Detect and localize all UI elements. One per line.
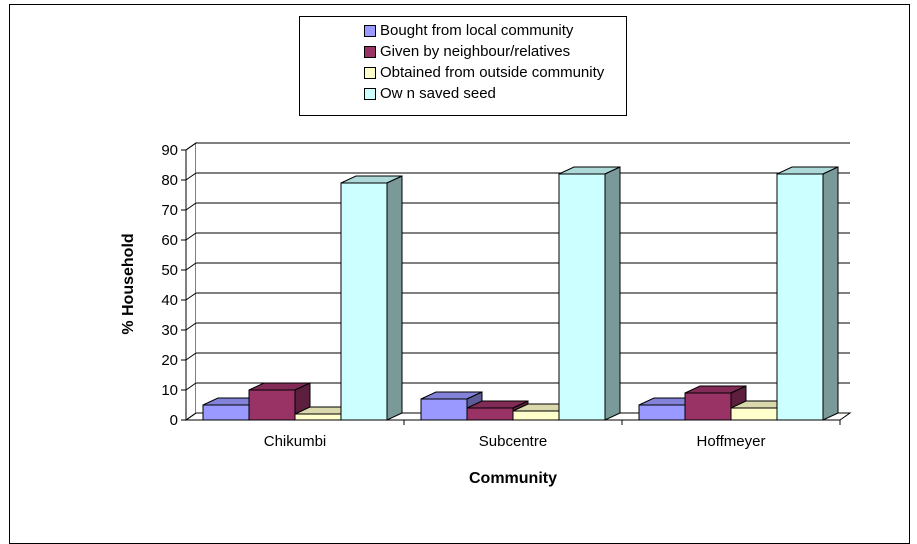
bar-chart: 0 10 20 30 40 50 60 70 80 90 Chikumbi Subcentre Hof… [120, 142, 852, 487]
legend-swatch [364, 45, 376, 58]
bar-front [684, 392, 732, 421]
gridline [185, 142, 850, 151]
legend-item: Ow n saved seed [300, 83, 626, 104]
gridline [185, 352, 850, 361]
y-axis-label: % Household [120, 233, 137, 334]
x-tick-label: Subcentre [479, 433, 547, 450]
bar-front [558, 173, 606, 421]
legend-item: Obtained from outside community [300, 62, 626, 83]
bar-front [248, 389, 296, 421]
bar-front [638, 404, 686, 421]
bar [420, 391, 483, 421]
gridline [185, 412, 850, 421]
bar-front [340, 182, 388, 421]
y-tick-labels: 0 10 20 30 40 50 60 70 80 90 [161, 142, 178, 429]
legend-swatch [364, 87, 376, 100]
bars [202, 166, 839, 421]
bar-side [386, 175, 403, 421]
legend-label: Obtained from outside community [380, 64, 605, 81]
y-tick-label: 70 [161, 202, 178, 219]
legend-label: Ow n saved seed [380, 85, 496, 102]
x-axis-label: Community [469, 470, 557, 487]
bar-front [420, 398, 468, 421]
y-tick-label: 0 [170, 412, 178, 429]
bar-front [294, 413, 342, 421]
legend-item: Given by neighbour/relatives [300, 41, 626, 62]
gridlines [185, 142, 850, 421]
bar-front [202, 404, 250, 421]
bar-front [730, 407, 778, 421]
x-tick-labels: Chikumbi Subcentre Hoffmeyer [264, 433, 766, 450]
y-tick-label: 60 [161, 232, 178, 249]
chart-walls [184, 142, 852, 421]
gridline [185, 382, 850, 391]
gridline [185, 172, 850, 181]
side-wall [185, 142, 197, 421]
legend-label: Bought from local community [380, 22, 574, 39]
x-tick-label: Chikumbi [264, 433, 327, 450]
legend-label: Given by neighbour/relatives [380, 43, 571, 60]
bar-front [466, 407, 514, 421]
back-wall [196, 143, 850, 413]
bar [558, 166, 621, 421]
y-tick-label: 80 [161, 172, 178, 189]
y-tick-label: 50 [161, 262, 178, 279]
bar-side [822, 166, 839, 421]
gridline [185, 232, 850, 241]
legend-swatch [364, 24, 376, 37]
gridline [185, 322, 850, 331]
y-tick-label: 20 [161, 352, 178, 369]
y-tick-label: 30 [161, 322, 178, 339]
bar [248, 382, 311, 421]
gridline [185, 202, 850, 211]
gridline [185, 262, 850, 271]
bar [776, 166, 839, 421]
bar [340, 175, 403, 421]
legend: Bought from local community Given by neig… [299, 16, 627, 116]
bar-front [512, 410, 560, 421]
legend-item: Bought from local community [300, 20, 626, 41]
y-tick-label: 40 [161, 292, 178, 309]
gridline [185, 292, 850, 301]
y-tick-label: 90 [161, 142, 178, 159]
bar [684, 385, 747, 421]
x-tick-label: Hoffmeyer [697, 433, 766, 450]
legend-swatch [364, 66, 376, 79]
bar-front [776, 173, 824, 421]
y-tick-label: 10 [161, 382, 178, 399]
bar-side [604, 166, 621, 421]
